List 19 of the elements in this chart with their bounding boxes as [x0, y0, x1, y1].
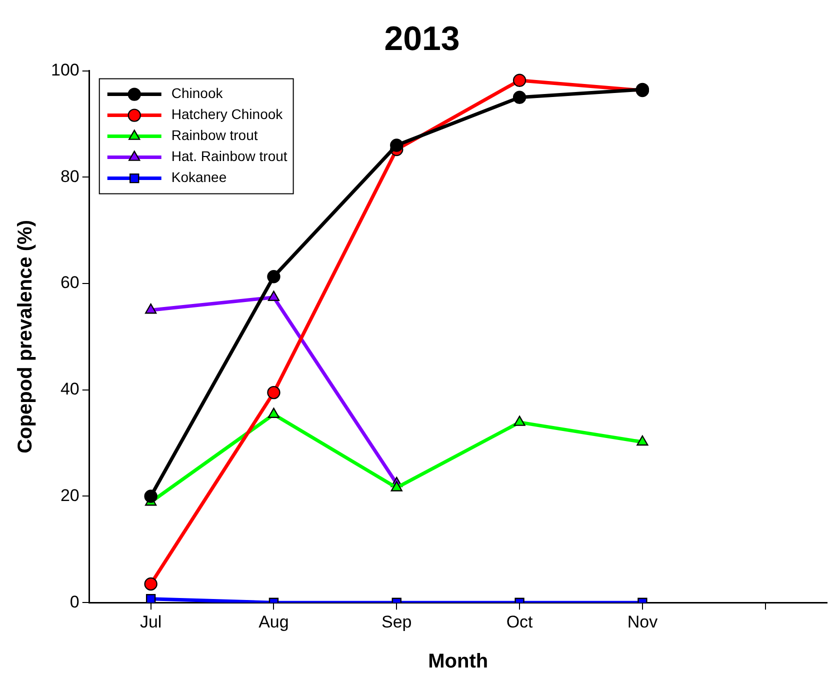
legend-label: Chinook [171, 85, 224, 102]
y-tick-label: 20 [60, 486, 80, 505]
x-axis-title: Month [428, 650, 488, 673]
chart-title: 2013 [384, 20, 460, 58]
y-tick-label: 100 [50, 60, 80, 80]
y-tick-label: 80 [60, 166, 80, 186]
x-tick-label: Jul [140, 612, 162, 632]
legend-label: Rainbow trout [171, 127, 258, 144]
x-tick-label: Aug [258, 612, 289, 632]
x-tick-label: Oct [506, 612, 534, 632]
y-tick-label: 0 [70, 592, 80, 612]
legend-label: Kokanee [171, 169, 227, 186]
legend-label: Hat. Rainbow trout [171, 148, 288, 164]
x-tick-label: Nov [627, 612, 658, 632]
legend-label: Hatchery Chinook [171, 106, 284, 122]
y-tick-label: 60 [60, 273, 80, 292]
y-tick-label: 40 [60, 380, 80, 399]
x-tick-label: Sep [382, 612, 412, 632]
y-axis-title: Copepod prevalence (%) [14, 220, 37, 454]
